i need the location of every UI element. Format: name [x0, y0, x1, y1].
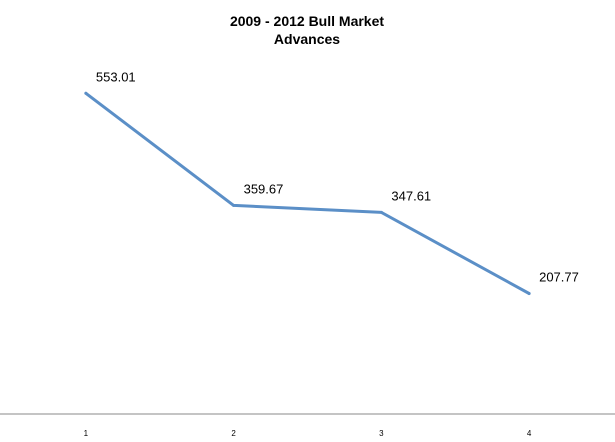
x-tick-label: 1 [84, 429, 89, 438]
x-tick-labels: 1 2 3 4 [84, 429, 532, 438]
data-point [84, 91, 88, 95]
data-label: 553.01 [96, 69, 136, 84]
data-label: 207.77 [539, 270, 579, 285]
data-label: 347.61 [391, 188, 431, 203]
data-labels: 553.01 359.67 347.61 207.77 [96, 69, 579, 284]
chart-title-line-2: Advances [274, 31, 340, 47]
chart-title-line-1: 2009 - 2012 Bull Market [230, 13, 384, 29]
data-point [232, 203, 236, 207]
data-point [527, 292, 531, 295]
data-point [379, 210, 383, 214]
x-tick-label: 2 [231, 429, 236, 438]
x-tick-label: 3 [379, 429, 384, 438]
series-line [84, 91, 531, 295]
data-label: 359.67 [244, 181, 284, 196]
x-tick-label: 4 [527, 429, 532, 438]
series-layer [84, 91, 531, 295]
